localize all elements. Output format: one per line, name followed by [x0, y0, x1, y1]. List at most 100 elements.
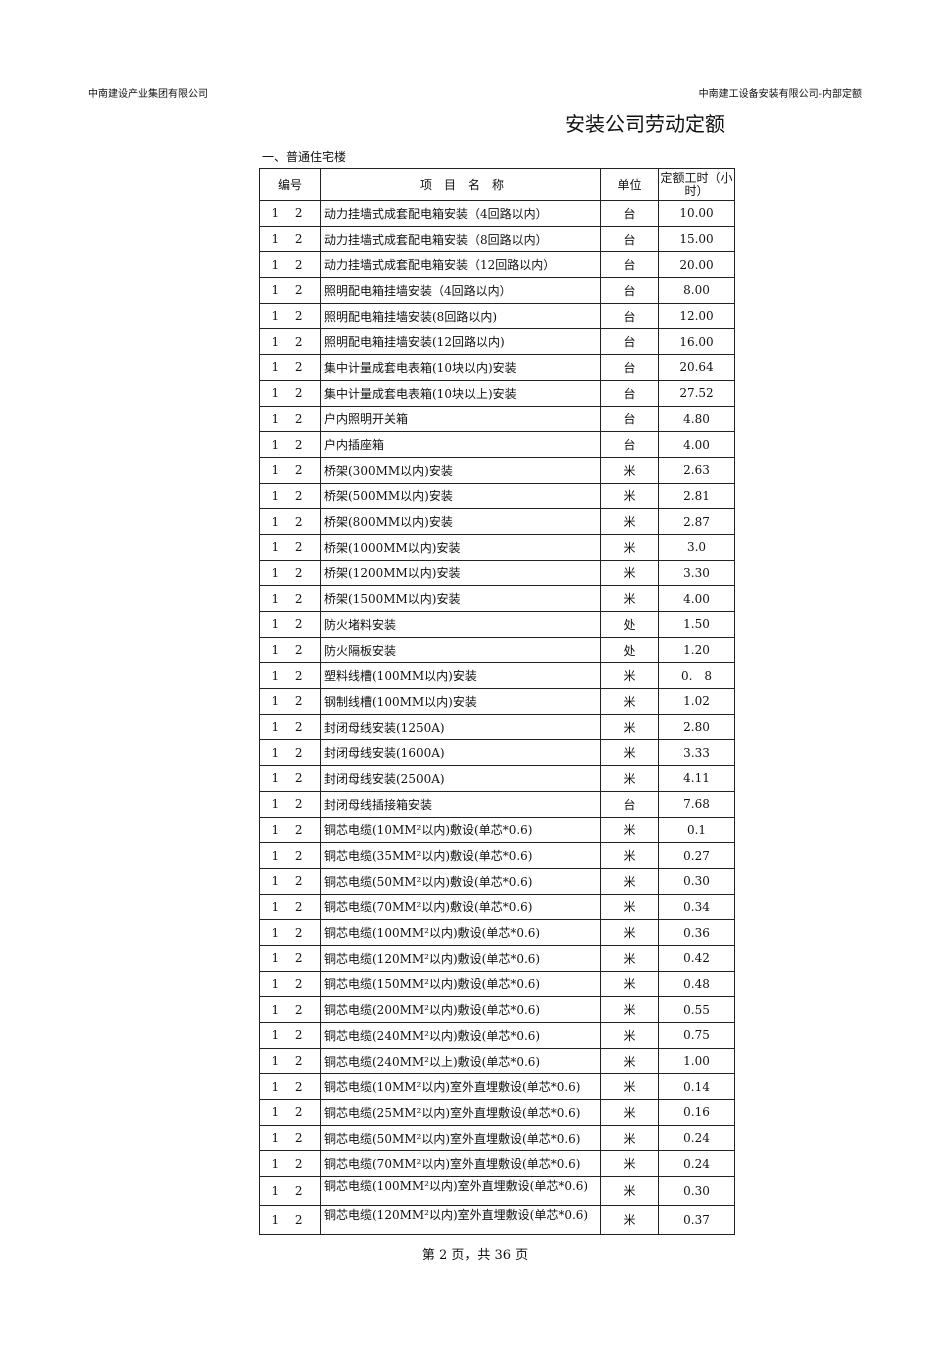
table-row: 1 2 铜芯电缆(10MM²以内)室外直埋敷设(单芯*0.6) 米 0.14	[259, 1073, 735, 1101]
row-code: 1 2	[259, 585, 321, 612]
row-hours: 0.55	[658, 996, 735, 1023]
table-row: 1 2 户内照明开关箱台 4.80	[259, 405, 735, 433]
row-unit: 米	[600, 816, 659, 844]
row-unit: 米	[600, 867, 659, 895]
row-unit: 米	[600, 944, 659, 972]
row-unit: 米	[600, 508, 659, 535]
row-code: 1 2	[259, 816, 321, 844]
col-code: 编号	[259, 168, 321, 201]
row-code: 1 2	[259, 456, 321, 484]
row-unit: 台	[600, 379, 659, 407]
table-row: 1 2 铜芯电缆(10MM²以内)敷设(单芯*0.6) 米 0.1	[259, 816, 735, 844]
row-code: 1 2	[259, 1099, 321, 1126]
row-name: 铜芯电缆(70MM²以内)室外直埋敷设(单芯*0.6)	[320, 1150, 601, 1178]
row-unit: 米	[600, 456, 659, 484]
table-row: 1 2 铜芯电缆(100MM²以内)室外直埋敷设(单芯*0.6) 米 0.30	[259, 1176, 735, 1206]
row-name: 户内照明开关箱	[320, 405, 601, 433]
table-row: 1 2 铜芯电缆(200MM²以内)敷设(单芯*0.6) 米 0.55	[259, 996, 735, 1023]
row-code: 1 2	[259, 251, 321, 279]
row-hours: 20.00	[658, 251, 735, 279]
row-code: 1 2	[259, 200, 321, 227]
table-row: 1 2 集中计量成套电表箱(10块以上)安装台 27.52	[259, 379, 735, 407]
row-name: 桥架(500MM以内)安装	[320, 482, 601, 510]
row-code: 1 2	[259, 354, 321, 381]
row-unit: 台	[600, 790, 659, 818]
table-row: 1 2 照明配电箱挂墙安装（4回路以内）台 8.00	[259, 277, 735, 304]
row-hours: 10.00	[658, 200, 735, 227]
row-hours: 0.36	[658, 919, 735, 946]
row-name: 铜芯电缆(50MM²以内)敷设(单芯*0.6)	[320, 867, 601, 895]
row-name: 照明配电箱挂墙安装（4回路以内）	[320, 277, 601, 304]
table-row: 1 2 封闭母线插接箱安装台 7.68	[259, 790, 735, 818]
table-row: 1 2 封闭母线安装(1600A) 米 3.33	[259, 739, 735, 767]
table-row: 1 2 铜芯电缆(50MM²以内)敷设(单芯*0.6) 米 0.30	[259, 867, 735, 895]
row-hours: 16.00	[658, 328, 735, 356]
row-unit: 米	[600, 1204, 659, 1235]
row-name: 封闭母线安装(1250A)	[320, 713, 601, 741]
row-unit: 台	[600, 354, 659, 381]
header-left: 中南建设产业集团有限公司	[88, 89, 208, 100]
row-hours: 2.81	[658, 482, 735, 510]
row-name: 桥架(800MM以内)安装	[320, 508, 601, 535]
row-name: 桥架(1000MM以内)安装	[320, 533, 601, 561]
header-right: 中南建工设备安装有限公司-内部定额	[698, 89, 862, 100]
table-row: 1 2 塑料线槽(100MM以内)安装米 0. 8	[259, 662, 735, 690]
row-hours: 0.27	[658, 842, 735, 869]
table-row: 1 2 动力挂墙式成套配电箱安装（8回路以内）台 15.00	[259, 225, 735, 253]
row-code: 1 2	[259, 765, 321, 792]
row-code: 1 2	[259, 867, 321, 895]
row-name: 户内插座箱	[320, 431, 601, 458]
row-code: 1 2	[259, 559, 321, 587]
table-row: 1 2 户内插座箱台 4.00	[259, 431, 735, 458]
row-name: 钢制线槽(100MM以内)安装	[320, 688, 601, 715]
row-code: 1 2	[259, 611, 321, 638]
row-hours: 0.24	[658, 1124, 735, 1152]
row-code: 1 2	[259, 1176, 321, 1206]
table-row: 1 2 桥架(1500MM以内)安装米 4.00	[259, 585, 735, 612]
table-row: 1 2 铜芯电缆(35MM²以内)敷设(单芯*0.6) 米 0.27	[259, 842, 735, 869]
table-row: 1 2 照明配电箱挂墙安装(8回路以内) 台 12.00	[259, 302, 735, 330]
table-row: 1 2 钢制线槽(100MM以内)安装米 1.02	[259, 688, 735, 715]
row-unit: 米	[600, 1073, 659, 1101]
table-row: 1 2 铜芯电缆(150MM²以内)敷设(单芯*0.6) 米 0.48	[259, 970, 735, 998]
table-row: 1 2 集中计量成套电表箱(10块以内)安装台 20.64	[259, 354, 735, 381]
row-hours: 0.30	[658, 867, 735, 895]
row-name: 铜芯电缆(240MM²以上)敷设(单芯*0.6)	[320, 1047, 601, 1075]
row-code: 1 2	[259, 379, 321, 407]
row-name: 集中计量成套电表箱(10块以内)安装	[320, 354, 601, 381]
row-hours: 8.00	[658, 277, 735, 304]
row-name: 动力挂墙式成套配电箱安装（4回路以内）	[320, 200, 601, 227]
row-code: 1 2	[259, 919, 321, 946]
row-hours: 1.02	[658, 688, 735, 715]
row-name: 铜芯电缆(100MM²以内)敷设(单芯*0.6)	[320, 919, 601, 946]
row-hours: 3.33	[658, 739, 735, 767]
row-name: 照明配电箱挂墙安装(8回路以内)	[320, 302, 601, 330]
row-unit: 米	[600, 688, 659, 715]
row-name: 封闭母线安装(1600A)	[320, 739, 601, 767]
row-name: 动力挂墙式成套配电箱安装（12回路以内）	[320, 251, 601, 279]
table-row: 1 2 铜芯电缆(120MM²以内)敷设(单芯*0.6) 米 0.42	[259, 944, 735, 972]
row-code: 1 2	[259, 533, 321, 561]
row-unit: 米	[600, 533, 659, 561]
row-hours: 4.00	[658, 431, 735, 458]
row-name: 封闭母线安装(2500A)	[320, 765, 601, 792]
row-unit: 米	[600, 1176, 659, 1206]
row-code: 1 2	[259, 508, 321, 535]
row-unit: 米	[600, 919, 659, 946]
section-heading: 一、普通住宅楼	[262, 150, 347, 164]
row-code: 1 2	[259, 277, 321, 304]
row-name: 铜芯电缆(35MM²以内)敷设(单芯*0.6)	[320, 842, 601, 869]
row-hours: 0.37	[658, 1204, 735, 1235]
row-code: 1 2	[259, 431, 321, 458]
row-code: 1 2	[259, 739, 321, 767]
row-hours: 1.20	[658, 636, 735, 664]
row-hours: 4.80	[658, 405, 735, 433]
table-row: 1 2 铜芯电缆(25MM²以内)室外直埋敷设(单芯*0.6) 米 0.16	[259, 1099, 735, 1126]
row-unit: 米	[600, 893, 659, 921]
row-name: 铜芯电缆(240MM²以内)敷设(单芯*0.6)	[320, 1022, 601, 1049]
quota-table: 编号 项 目 名 称 单位 定额工时（小时） 1 2 动力挂墙式成套配电箱安装（4…	[259, 168, 735, 1235]
row-unit: 米	[600, 559, 659, 587]
table-row: 1 2 桥架(500MM以内)安装米 2.81	[259, 482, 735, 510]
row-hours: 1.50	[658, 611, 735, 638]
table-row: 1 2 封闭母线安装(2500A) 米 4.11	[259, 765, 735, 792]
